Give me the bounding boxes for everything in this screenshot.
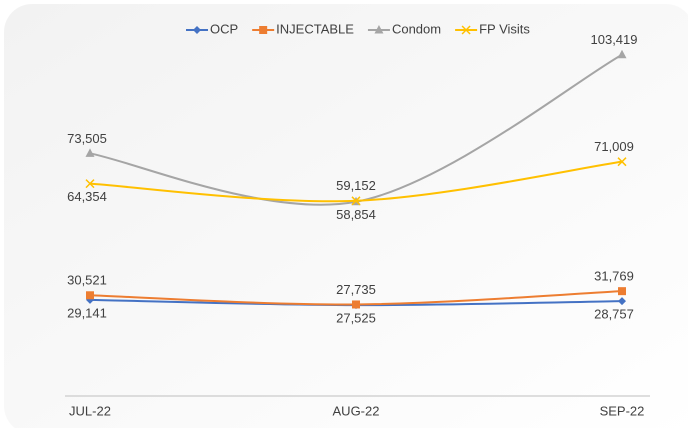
legend-label: FP Visits xyxy=(479,21,530,36)
x-tick-label: JUL-22 xyxy=(69,403,111,418)
legend-label: OCP xyxy=(210,21,238,36)
data-label: 29,141 xyxy=(67,305,107,320)
x-tick-label: AUG-22 xyxy=(333,403,380,418)
data-label: 103,419 xyxy=(591,32,638,47)
data-label: 27,735 xyxy=(336,282,376,297)
marker xyxy=(618,287,626,296)
marker xyxy=(352,300,360,309)
legend-label: Condom xyxy=(392,21,441,36)
marker xyxy=(617,157,627,167)
marker xyxy=(86,291,94,300)
marker xyxy=(617,49,627,59)
marker xyxy=(85,179,95,189)
data-label: 28,757 xyxy=(594,307,634,322)
data-label: 71,009 xyxy=(594,139,634,154)
legend-marker xyxy=(374,25,384,34)
data-label: 73,505 xyxy=(67,131,107,146)
marker xyxy=(618,297,626,306)
legend-marker xyxy=(461,25,471,35)
data-label: 27,525 xyxy=(336,311,376,326)
legend-marker xyxy=(259,26,268,34)
marker xyxy=(85,148,95,157)
x-tick-label: SEP-22 xyxy=(600,403,645,418)
data-label: 58,854 xyxy=(336,207,376,222)
chart-background xyxy=(4,4,688,433)
data-label: 30,521 xyxy=(67,273,107,288)
data-label: 31,769 xyxy=(594,269,634,284)
data-label: 64,354 xyxy=(67,189,107,204)
legend-marker xyxy=(193,26,201,34)
legend-label: INJECTABLE xyxy=(276,21,354,36)
data-label: 59,152 xyxy=(336,178,376,193)
marker xyxy=(351,196,361,206)
